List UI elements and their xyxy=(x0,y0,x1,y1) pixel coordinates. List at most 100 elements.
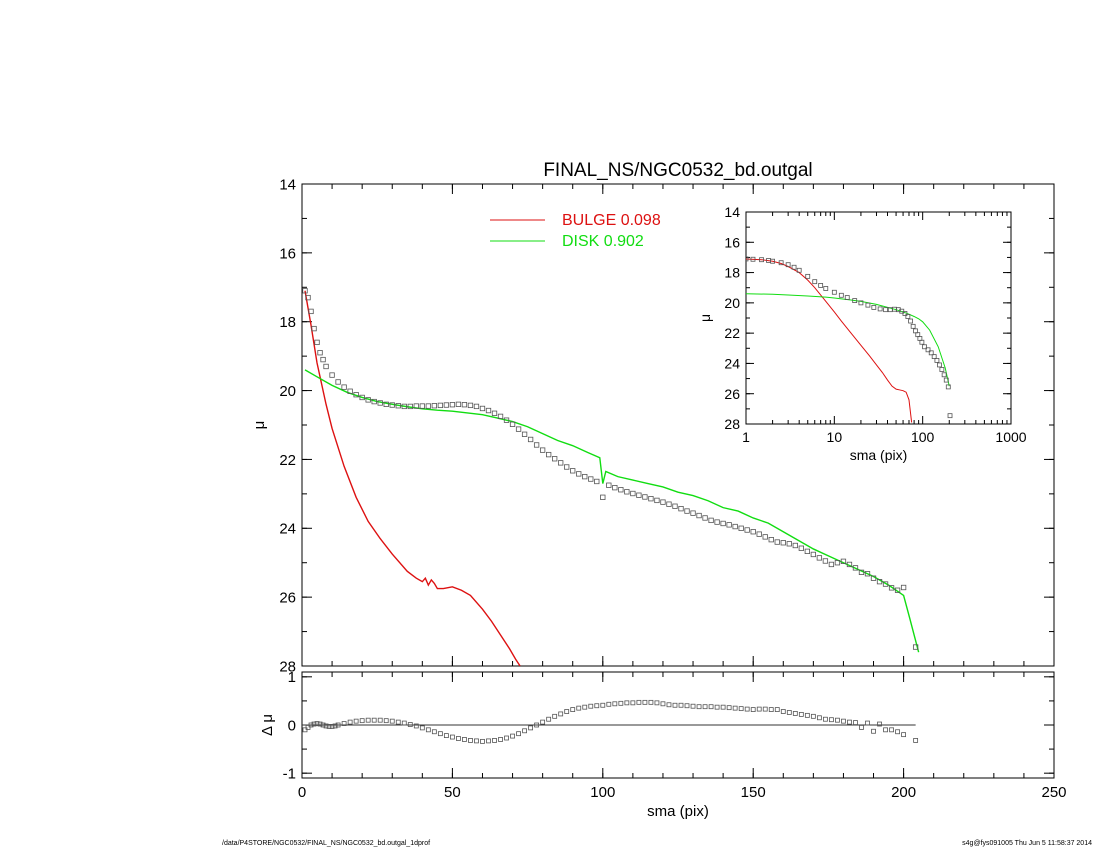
main-data-point xyxy=(341,384,347,390)
main-data-point xyxy=(702,515,708,521)
resid-data-point xyxy=(913,738,919,743)
main-data-point xyxy=(383,401,389,407)
resid-data-point xyxy=(474,738,479,744)
resid-data-point xyxy=(853,720,858,725)
resid-data-point xyxy=(732,705,738,711)
inset-data-point xyxy=(746,256,749,262)
resid-data-point xyxy=(305,725,311,730)
main-ytick-label: 26 xyxy=(279,590,296,607)
main-series-bulge-line xyxy=(304,290,521,666)
inset-data-point xyxy=(877,306,883,312)
resid-xtick-label: 50 xyxy=(444,784,461,801)
resid-data-point xyxy=(594,703,600,709)
main-data-point xyxy=(497,413,504,420)
main-data-point xyxy=(588,476,594,482)
main-data-point xyxy=(756,531,762,537)
resid-data-point xyxy=(407,722,413,727)
resid-data-point xyxy=(810,713,816,719)
inset-marks xyxy=(746,256,953,423)
inset-data-point xyxy=(852,298,858,303)
inset-ytick-label: 26 xyxy=(724,386,740,402)
resid-data-point xyxy=(534,722,540,728)
main-data-point xyxy=(527,436,534,443)
main-data-point xyxy=(371,398,377,405)
main-data-point xyxy=(804,548,810,554)
inset-data-point xyxy=(831,289,837,295)
inset-xtick-label: 1 xyxy=(742,429,750,445)
main-ytick-label: 28 xyxy=(279,658,296,675)
main-data-point xyxy=(822,558,829,564)
main-data-point xyxy=(624,489,630,495)
resid-data-point xyxy=(419,725,425,731)
main-data-point xyxy=(672,503,678,509)
inset-data-point xyxy=(895,307,901,313)
main-data-point xyxy=(816,555,823,561)
inset-data-point xyxy=(947,413,953,419)
main-data-point xyxy=(582,473,588,480)
main-data-point xyxy=(714,519,720,525)
main-data-point xyxy=(546,451,552,458)
inset-data-point xyxy=(905,314,911,319)
inset-data-point xyxy=(865,302,871,308)
resid-data-point xyxy=(540,719,546,725)
resid-data-point xyxy=(750,707,756,712)
resid-data-point xyxy=(714,704,720,710)
resid-data-point xyxy=(564,709,570,714)
main-data-point xyxy=(323,363,329,370)
main-data-point xyxy=(684,508,690,514)
main-data-point xyxy=(359,394,365,401)
resid-data-point xyxy=(672,702,678,708)
resid-data-point xyxy=(558,711,564,717)
main-data-point xyxy=(618,487,624,493)
inset-data-point xyxy=(941,372,947,378)
resid-data-point xyxy=(516,731,521,737)
resid-data-point xyxy=(576,705,582,711)
inset-data-point xyxy=(939,367,945,372)
main-data-point xyxy=(882,581,889,587)
inset-data-point xyxy=(922,344,927,350)
resid-data-point xyxy=(335,722,341,728)
inset-data-point xyxy=(928,350,934,356)
resid-data-point xyxy=(702,704,708,710)
resid-data-point xyxy=(377,717,383,723)
main-marks xyxy=(302,288,920,666)
main-data-point xyxy=(690,510,696,516)
resid-data-point xyxy=(841,718,846,724)
main-data-point xyxy=(389,402,395,408)
main-data-point xyxy=(642,494,648,500)
resid-data-point xyxy=(822,716,828,722)
main-data-point xyxy=(744,527,750,533)
inset-data-point xyxy=(844,295,850,300)
resid-data-point xyxy=(690,703,696,709)
inset-ytick-label: 18 xyxy=(724,265,740,281)
resid-marks xyxy=(302,699,919,744)
main-data-point xyxy=(539,447,546,453)
resid-data-point xyxy=(606,701,612,707)
resid-data-point xyxy=(504,735,509,741)
resid-data-point xyxy=(486,738,491,744)
resid-data-point xyxy=(468,738,473,743)
main-data-point xyxy=(612,485,618,491)
resid-data-point xyxy=(768,707,774,712)
resid-data-point xyxy=(648,699,654,705)
inset-ytick-label: 16 xyxy=(724,234,740,250)
main-ytick-label: 16 xyxy=(279,245,296,262)
main-data-point xyxy=(678,506,684,512)
resid-data-point xyxy=(320,722,326,728)
main-data-point xyxy=(720,520,726,527)
main-data-point xyxy=(888,585,895,591)
main-data-point xyxy=(335,379,341,385)
main-data-point xyxy=(606,482,612,488)
main-ytick-label: 22 xyxy=(279,452,296,469)
resid-data-point xyxy=(859,725,864,730)
resid-data-point xyxy=(383,718,389,724)
main-data-point xyxy=(467,402,474,409)
resid-data-point xyxy=(528,725,534,731)
main-ytick-label: 18 xyxy=(279,314,296,331)
inset-data-point xyxy=(778,260,784,266)
resid-data-point xyxy=(720,704,726,710)
inset-data-point xyxy=(945,384,951,390)
inset-data-point xyxy=(838,292,844,298)
main-data-point xyxy=(840,558,847,564)
